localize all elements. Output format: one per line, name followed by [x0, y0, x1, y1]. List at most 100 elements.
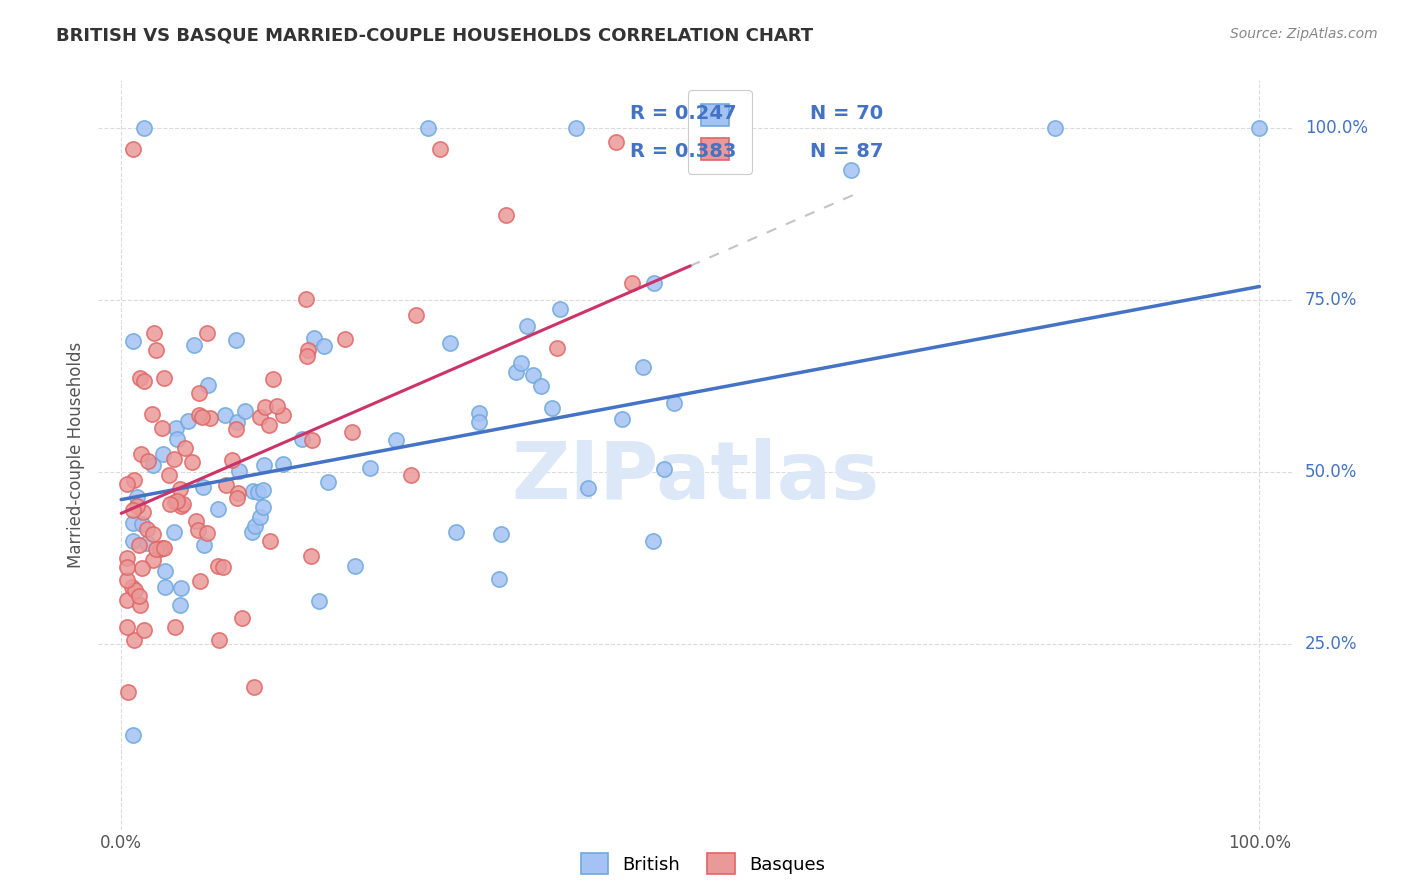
Point	[134, 374, 156, 388]
Point	[177, 414, 200, 428]
Point	[271, 457, 294, 471]
Point	[136, 535, 159, 549]
Legend: British, Basques: British, Basques	[572, 844, 834, 883]
Point	[516, 319, 538, 334]
Point	[1043, 121, 1066, 136]
Point	[124, 582, 146, 597]
Point	[468, 406, 491, 420]
Point	[273, 408, 295, 422]
Point	[172, 497, 194, 511]
Point	[129, 447, 152, 461]
Legend: , : ,	[688, 90, 752, 174]
Point	[163, 619, 186, 633]
Point	[127, 500, 149, 514]
Point	[157, 468, 180, 483]
Point	[191, 480, 214, 494]
Point	[122, 473, 145, 487]
Point	[610, 411, 633, 425]
Point	[193, 538, 215, 552]
Point	[540, 401, 562, 415]
Point	[297, 343, 319, 358]
Point	[121, 142, 143, 156]
Point	[150, 421, 173, 435]
Point	[207, 502, 229, 516]
Point	[316, 475, 339, 489]
Point	[128, 371, 150, 385]
Point	[249, 510, 271, 524]
Point	[254, 400, 277, 414]
Point	[207, 558, 229, 573]
Text: ZIPatlas: ZIPatlas	[512, 438, 880, 516]
Point	[163, 495, 186, 509]
Point	[132, 623, 155, 637]
Point	[252, 483, 274, 497]
Text: 25.0%: 25.0%	[1305, 635, 1357, 653]
Point	[122, 503, 145, 517]
Point	[510, 355, 533, 369]
Point	[225, 333, 247, 347]
Point	[115, 560, 138, 574]
Point	[522, 368, 544, 382]
Point	[225, 491, 247, 505]
Point	[145, 541, 167, 556]
Point	[226, 415, 249, 429]
Point	[142, 527, 165, 541]
Point	[301, 433, 323, 447]
Point	[235, 404, 257, 418]
Point	[169, 598, 191, 612]
Point	[150, 541, 173, 556]
Point	[135, 522, 157, 536]
Point	[385, 433, 408, 447]
Point	[169, 482, 191, 496]
Point	[405, 308, 427, 322]
Point	[243, 519, 266, 533]
Point	[132, 121, 155, 136]
Point	[132, 505, 155, 519]
Point	[153, 541, 176, 556]
Point	[121, 334, 143, 348]
Point	[186, 515, 208, 529]
Point	[231, 610, 253, 624]
Point	[253, 458, 276, 472]
Point	[654, 461, 676, 475]
Point	[170, 582, 193, 596]
Point	[308, 594, 330, 608]
Point	[115, 593, 138, 607]
Text: N = 87: N = 87	[810, 142, 883, 161]
Point	[153, 564, 176, 578]
Point	[174, 441, 197, 455]
Point	[576, 481, 599, 495]
Point	[121, 533, 143, 548]
Point	[225, 422, 247, 436]
Point	[131, 561, 153, 575]
Point	[208, 632, 231, 647]
Point	[333, 332, 356, 346]
Point	[115, 477, 138, 491]
Point	[159, 497, 181, 511]
Point	[165, 420, 187, 434]
Point	[221, 453, 243, 467]
Point	[152, 371, 174, 385]
Point	[401, 467, 423, 482]
Point	[605, 135, 627, 149]
Point	[128, 589, 150, 603]
Point	[188, 409, 211, 423]
Point	[163, 451, 186, 466]
Text: R = 0.247: R = 0.247	[630, 104, 737, 123]
Point	[166, 432, 188, 446]
Point	[262, 372, 284, 386]
Point	[247, 485, 270, 500]
Point	[429, 142, 451, 156]
Point	[142, 553, 165, 567]
Point	[257, 418, 280, 433]
Point	[662, 395, 685, 409]
Point	[131, 517, 153, 532]
Point	[565, 121, 588, 136]
Point	[295, 349, 318, 363]
Point	[294, 292, 316, 306]
Point	[259, 534, 281, 549]
Text: N = 70: N = 70	[810, 104, 883, 123]
Point	[163, 525, 186, 540]
Point	[439, 335, 461, 350]
Text: 75.0%: 75.0%	[1305, 292, 1357, 310]
